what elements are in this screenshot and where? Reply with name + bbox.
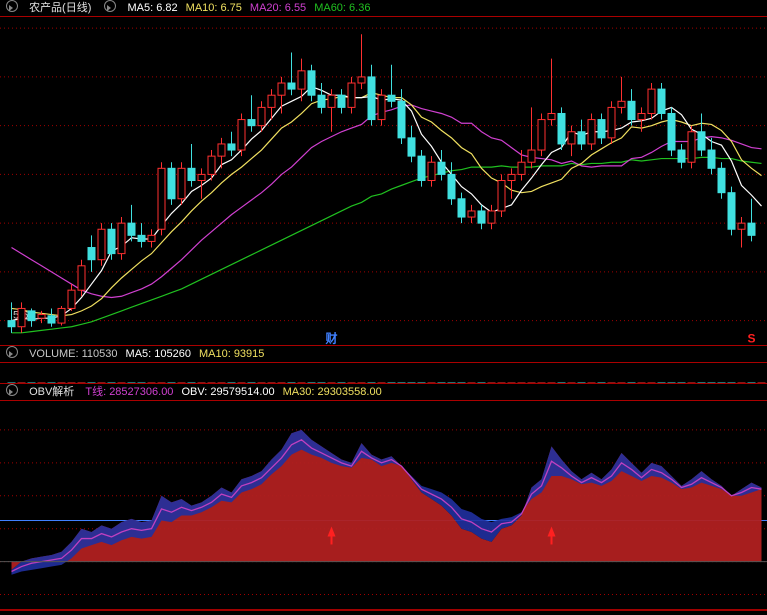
obv-header: OBV解析 T线: 28527306.00 OBV: 29579514.00 MA3… [0, 383, 767, 401]
indicator-value: MA10: 93915 [199, 348, 264, 360]
indicator-value: T线: 28527306.00 [85, 386, 173, 398]
svg-text:财: 财 [324, 331, 337, 345]
indicator-value: MA60: 6.36 [314, 2, 370, 14]
indicator-value: MA30: 29303558.00 [283, 386, 382, 398]
obv-panel[interactable]: OBV解析 T线: 28527306.00 OBV: 29579514.00 MA3… [0, 383, 767, 611]
indicator-value: MA10: 6.75 [186, 2, 242, 14]
chart-title: 农产品(日线) [29, 2, 91, 14]
dropdown-icon[interactable] [6, 346, 18, 358]
obv-title: OBV解析 [29, 386, 74, 398]
price-panel[interactable]: 农产品(日线) MA5: 6.82 MA10: 6.75 MA20: 6.55 MA6… [0, 0, 767, 345]
dropdown-icon[interactable] [6, 384, 18, 396]
indicator-value: VOLUME: 110530 [29, 348, 117, 360]
svg-text:S: S [747, 332, 755, 345]
volume-header: VOLUME: 110530 MA5: 105260 MA10: 93915 [0, 345, 767, 363]
candlestick-chart[interactable]: 5.65财S [0, 16, 767, 345]
price-header: 农产品(日线) MA5: 6.82 MA10: 6.75 MA20: 6.55 MA6… [0, 0, 767, 17]
dropdown-icon[interactable] [6, 0, 18, 12]
indicator-value: MA20: 6.55 [250, 2, 306, 14]
indicator-value: MA5: 6.82 [128, 2, 178, 14]
volume-panel[interactable]: VOLUME: 110530 MA5: 105260 MA10: 93915 [0, 345, 767, 383]
indicator-value: MA5: 105260 [126, 348, 191, 360]
dropdown-icon[interactable] [104, 0, 116, 12]
obv-chart[interactable] [0, 397, 767, 611]
indicator-value: OBV: 29579514.00 [181, 386, 274, 398]
